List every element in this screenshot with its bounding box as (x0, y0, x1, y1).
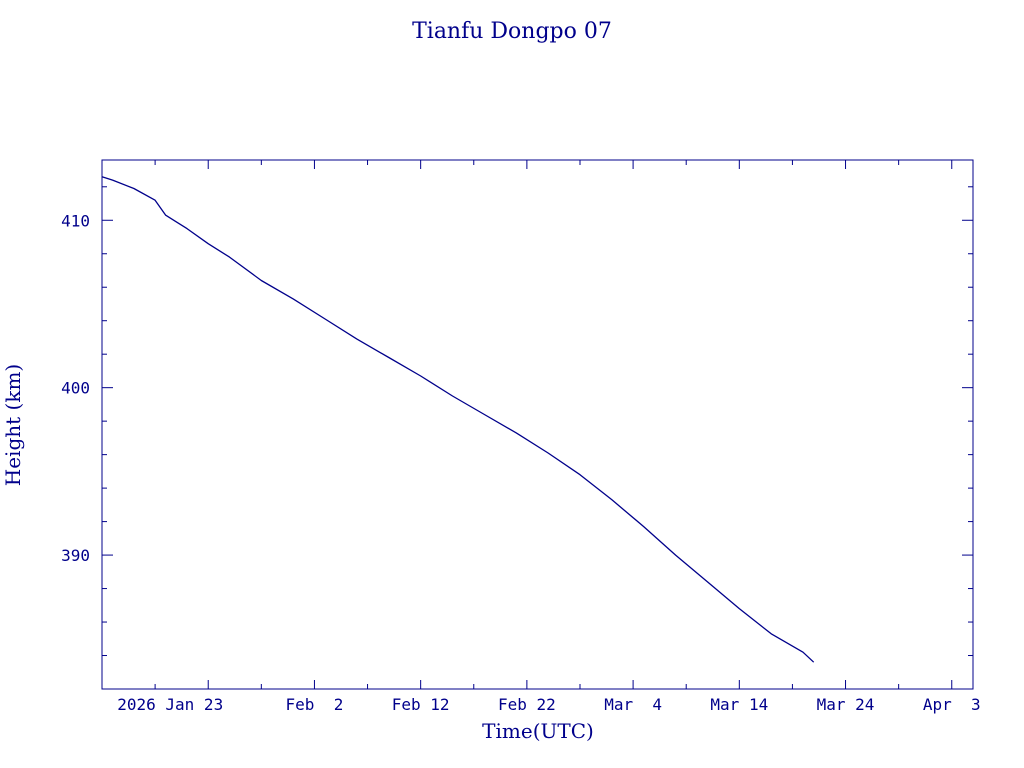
x-tick-label: Feb 22 (498, 695, 556, 714)
x-tick-label: Feb 12 (392, 695, 450, 714)
series-layer (101, 176, 815, 663)
height-series-line (101, 176, 815, 663)
x-tick-label: Mar 14 (710, 695, 768, 714)
plot-frame (101, 159, 974, 690)
x-tick-labels: 2026 Jan 23 Feb 2 Feb 12 Feb 22 Mar 4 Mar 14 M… (117, 695, 980, 714)
x-tick-label: 2026 Jan 23 (117, 695, 223, 714)
y-tick-label: 400 (61, 379, 90, 398)
y-tick-labels: 390 400 410 (61, 211, 90, 565)
y-axis-label: Height (km) (1, 364, 25, 486)
x-tick-label: Apr 3 (923, 695, 981, 714)
tick-marks (101, 160, 973, 690)
axes (101, 159, 974, 690)
x-axis-label: Time(UTC) (482, 719, 594, 743)
y-tick-label: 410 (61, 211, 90, 230)
x-tick-label: Feb 2 (286, 695, 344, 714)
x-tick-label: Mar 24 (817, 695, 875, 714)
x-tick-label: Mar 4 (604, 695, 662, 714)
y-tick-label: 390 (61, 546, 90, 565)
chart-title: Tianfu Dongpo 07 (412, 19, 612, 44)
